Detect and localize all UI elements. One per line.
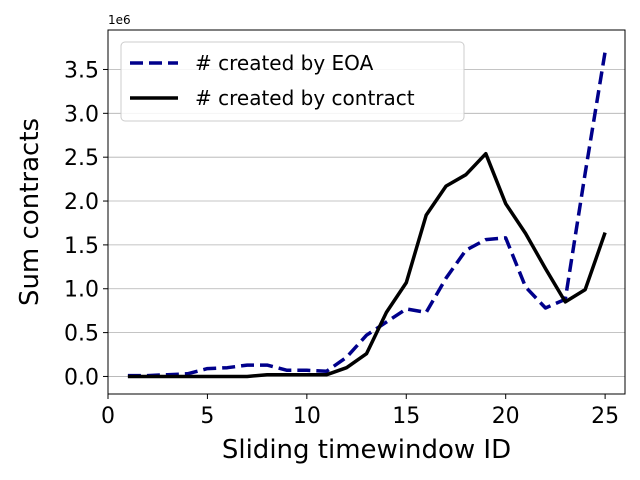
series-lines: [127, 51, 607, 379]
x-tick-label: 5: [200, 404, 214, 429]
x-tick-label: 15: [392, 404, 420, 429]
y-tick-label: 0.0: [64, 365, 99, 390]
x-axis-ticks: 0 5 10 15 20 25: [101, 394, 619, 429]
legend: # created by EOA # created by contract: [120, 41, 465, 122]
plot-frame: [107, 29, 626, 395]
x-tick-label: 0: [101, 404, 115, 429]
x-tick-label: 10: [293, 404, 321, 429]
legend-label-eoa: # created by EOA: [195, 51, 374, 75]
y-tick-label: 2.5: [64, 146, 99, 171]
y-tick-label: 0.5: [64, 322, 99, 347]
y-axis-title: Sum contracts: [15, 118, 45, 306]
y-tick-label: 3.0: [64, 102, 99, 127]
series-line-contract: [127, 151, 607, 379]
y-tick-label: 1.5: [64, 234, 99, 259]
legend-box: [120, 41, 465, 122]
y-tick-label: 1.0: [64, 278, 99, 303]
series-line-eoa: [127, 51, 607, 378]
y-tick-label: 2.0: [64, 190, 99, 215]
y-axis-ticks: 0.0 0.5 1.0 1.5 2.0 2.5 3.0 3.5: [64, 58, 108, 390]
x-tick-label: 20: [492, 404, 520, 429]
legend-label-contract: # created by contract: [195, 86, 415, 110]
y-tick-label: 3.5: [64, 58, 99, 83]
x-axis-title: Sliding timewindow ID: [222, 435, 511, 465]
x-tick-label: 25: [591, 404, 619, 429]
y-axis-offset-label: 1e6: [108, 13, 131, 27]
